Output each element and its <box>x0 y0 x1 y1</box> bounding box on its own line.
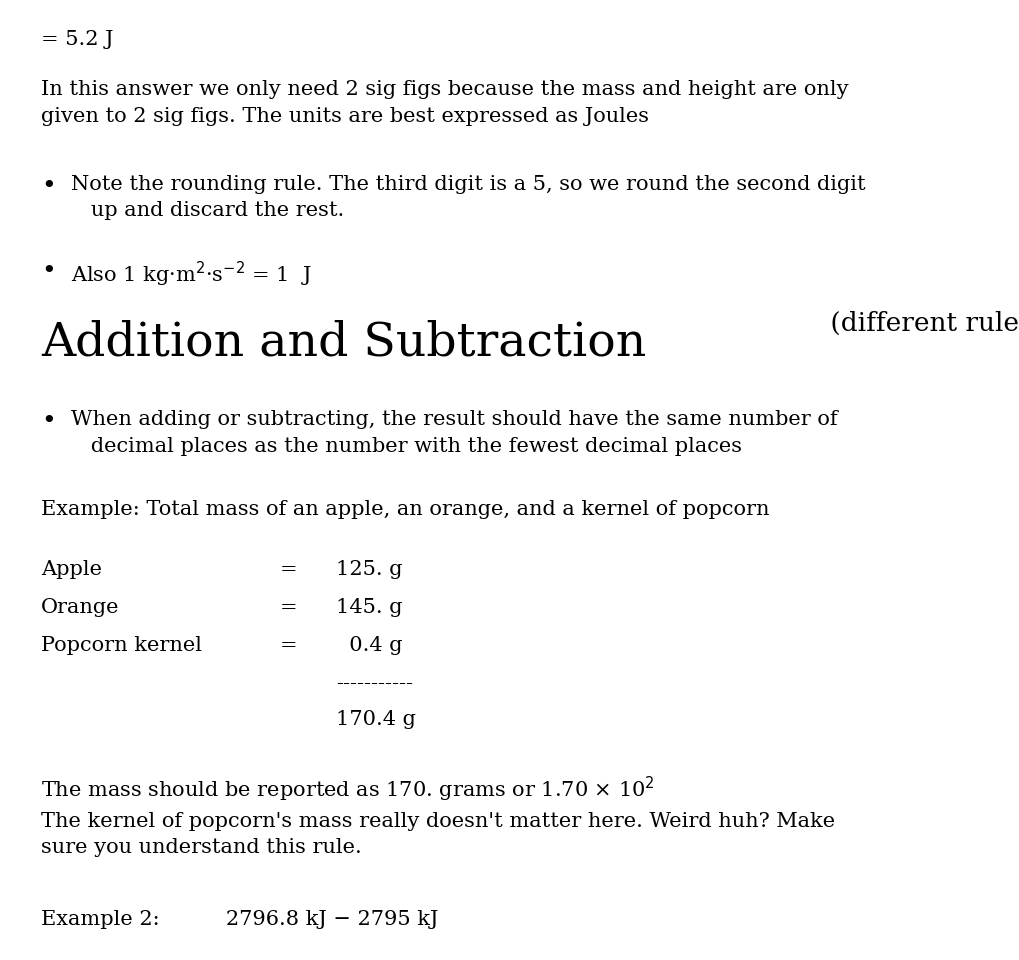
Text: •: • <box>41 260 55 283</box>
Text: In this answer we only need 2 sig figs because the mass and height are only
give: In this answer we only need 2 sig figs b… <box>41 80 849 126</box>
Text: = 5.2 J: = 5.2 J <box>41 30 113 49</box>
Text: •: • <box>41 410 55 433</box>
Text: 0.4 g: 0.4 g <box>336 636 403 655</box>
Text: 125. g: 125. g <box>336 560 403 579</box>
Text: •: • <box>41 175 55 198</box>
Text: =: = <box>280 636 298 655</box>
Text: -----------: ----------- <box>336 674 414 693</box>
Text: Note the rounding rule. The third digit is a 5, so we round the second digit
   : Note the rounding rule. The third digit … <box>71 175 866 221</box>
Text: Example 2:          2796.8 kJ − 2795 kJ: Example 2: 2796.8 kJ − 2795 kJ <box>41 910 438 929</box>
Text: The mass should be reported as 170. grams or 1.70 × 10$^{2}$
The kernel of popco: The mass should be reported as 170. gram… <box>41 775 835 857</box>
Text: (different rule): (different rule) <box>822 311 1019 336</box>
Text: When adding or subtracting, the result should have the same number of
   decimal: When adding or subtracting, the result s… <box>71 410 838 455</box>
Text: 170.4 g: 170.4 g <box>336 710 416 729</box>
Text: Apple: Apple <box>41 560 102 579</box>
Text: =: = <box>280 598 298 617</box>
Text: Also 1 kg·m$^{2}$·s$^{-2}$ = 1  J: Also 1 kg·m$^{2}$·s$^{-2}$ = 1 J <box>71 260 312 289</box>
Text: Popcorn kernel: Popcorn kernel <box>41 636 202 655</box>
Text: 145. g: 145. g <box>336 598 403 617</box>
Text: Addition and Subtraction: Addition and Subtraction <box>41 320 646 365</box>
Text: Orange: Orange <box>41 598 119 617</box>
Text: Example: Total mass of an apple, an orange, and a kernel of popcorn: Example: Total mass of an apple, an oran… <box>41 500 769 519</box>
Text: =: = <box>280 560 298 579</box>
